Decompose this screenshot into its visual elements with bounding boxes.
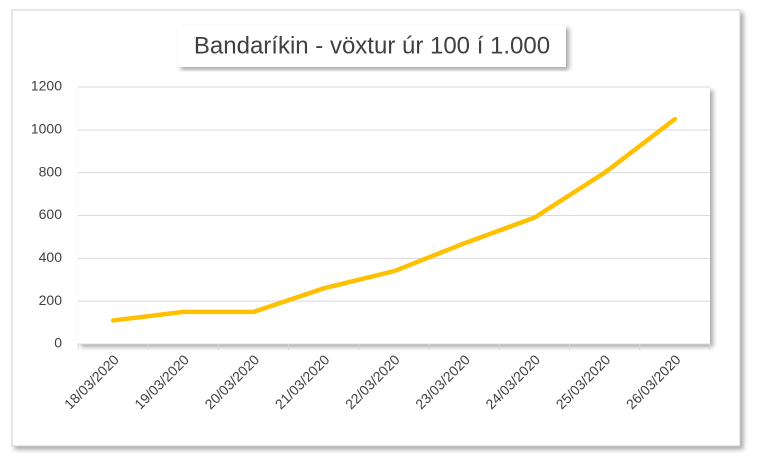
y-tick-label: 400 <box>39 249 63 265</box>
y-tick-label: 600 <box>39 206 63 222</box>
y-tick-label: 800 <box>39 163 63 179</box>
y-tick-label: 200 <box>39 292 63 308</box>
title-box <box>178 25 566 67</box>
y-tick-label: 1200 <box>31 78 62 94</box>
line-series <box>110 116 678 323</box>
chart-title: Bandaríkin - vöxtur úr 100 í 1.000 <box>194 32 550 59</box>
y-tick-label: 0 <box>54 335 62 351</box>
y-tick-label: 1000 <box>31 121 62 137</box>
